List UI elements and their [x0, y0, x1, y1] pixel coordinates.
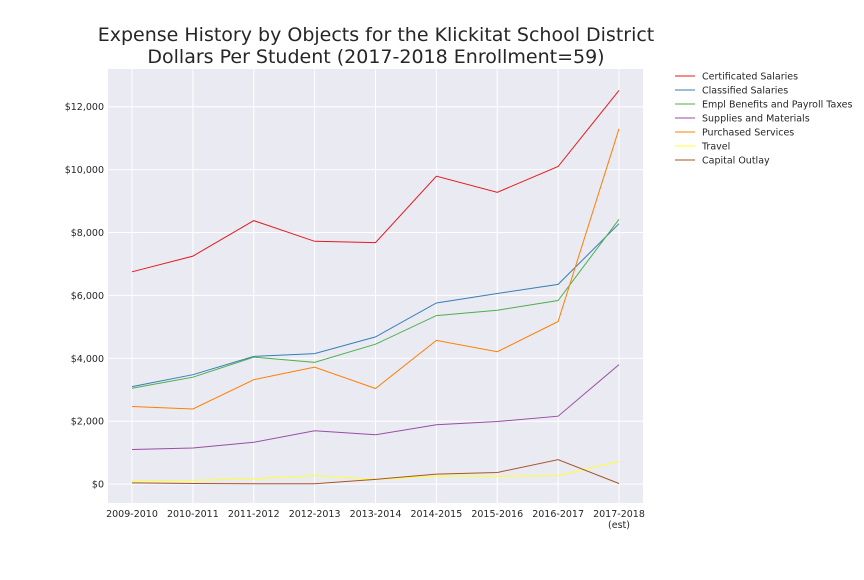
- y-tick-label: $6,000: [71, 291, 104, 302]
- series-line-2: [131, 219, 620, 389]
- chart-title-line-1: Expense History by Objects for the Klick…: [98, 24, 655, 46]
- series-line-0: [131, 90, 620, 273]
- y-tick-label: $2,000: [71, 417, 104, 428]
- legend-entry-3: Supplies and Materials: [702, 114, 810, 125]
- legend-entry-2: Empl Benefits and Payroll Taxes: [702, 100, 853, 111]
- x-axis-ticks: 2009-2010 2010-2011 2011-2012 2012-2013 2013…: [106, 509, 645, 531]
- x-tick-label: 2013-2014: [350, 509, 402, 520]
- legend-entry-5: Travel: [701, 142, 730, 153]
- y-tick-label: $8,000: [71, 228, 104, 239]
- series-lines: [131, 90, 620, 485]
- series-line-3: [131, 364, 620, 450]
- series-line-1: [131, 223, 620, 388]
- series-line-6: [131, 459, 620, 485]
- y-tick-label: $0: [92, 480, 104, 491]
- legend: Certificated Salaries Classified Salaries…: [675, 72, 853, 167]
- x-tick-label: 2010-2011: [167, 509, 219, 520]
- x-tick-label: 2016-2017: [532, 509, 584, 520]
- x-tick-label: 2015-2016: [471, 509, 523, 520]
- x-tick-label: 2017-2018: [593, 509, 645, 520]
- legend-entry-0: Certificated Salaries: [702, 72, 798, 83]
- y-tick-label: $4,000: [71, 354, 104, 365]
- chart-title-line-2: Dollars Per Student (2017-2018 Enrollmen…: [147, 46, 604, 68]
- y-tick-label: $12,000: [65, 102, 104, 113]
- x-tick-label: 2011-2012: [228, 509, 280, 520]
- y-axis-ticks: $0 $2,000 $4,000 $6,000 $8,000 $10,000 $12,000: [65, 102, 104, 490]
- x-tick-label: 2009-2010: [106, 509, 158, 520]
- legend-entry-4: Purchased Services: [702, 128, 794, 139]
- y-tick-label: $10,000: [65, 165, 104, 176]
- x-tick-sublabel: (est): [608, 520, 630, 531]
- x-tick-label: 2014-2015: [410, 509, 462, 520]
- legend-entry-1: Classified Salaries: [702, 86, 788, 97]
- series-line-4: [131, 128, 620, 410]
- x-tick-label: 2012-2013: [289, 509, 341, 520]
- legend-entry-6: Capital Outlay: [702, 156, 770, 167]
